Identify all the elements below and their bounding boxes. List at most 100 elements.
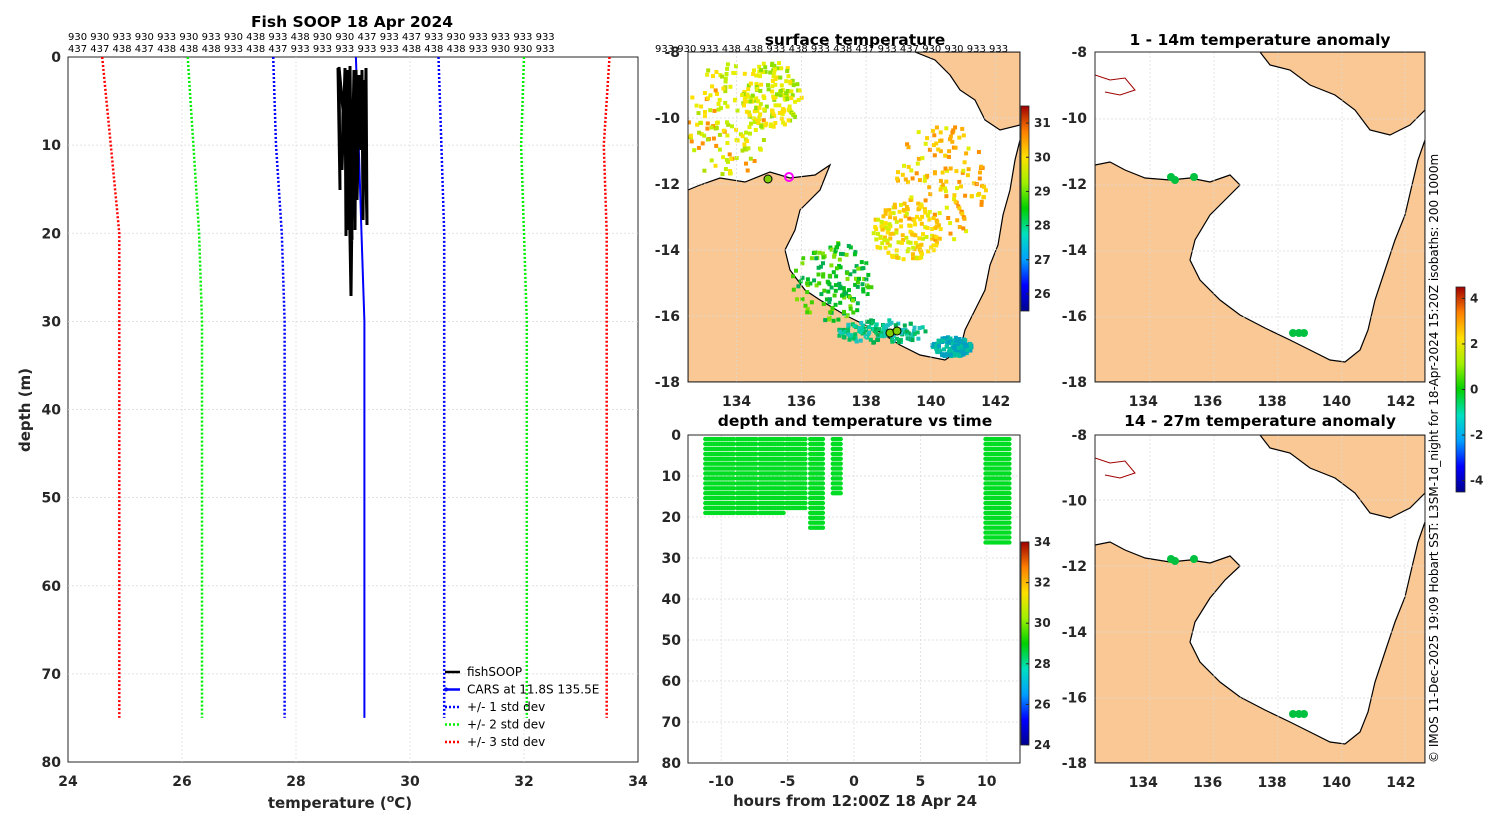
surface-cape-york [914,52,1020,131]
timeseries-point [1007,486,1012,491]
sst-cell [897,340,901,345]
sst-cell [813,250,818,255]
sst-cell [705,126,710,131]
sst-cell [844,252,849,257]
sst-cell [875,231,880,236]
sst-cell [864,261,869,266]
colorbar-tick-label: 29 [1034,184,1051,198]
sst-cell [768,124,773,128]
timeseries-point [1007,520,1012,525]
sst-cell [941,182,945,187]
timeseries-point [754,466,759,471]
sst-cell [955,186,960,191]
sst-cell [744,130,748,135]
sst-cell [845,271,850,276]
sst-cell [705,137,710,142]
sst-cell [954,348,959,353]
sst-cell [944,179,949,184]
profile-ytick-label: 10 [42,138,62,154]
sst-cell [953,145,958,150]
sst-cell [796,98,801,102]
sst-cell [785,97,790,101]
sst-cell [898,218,903,223]
anomaly2-grid [1095,435,1425,763]
sst-cell [770,89,775,94]
timeseries-xtick-label: 0 [849,774,859,790]
map-xtick-label: 142 [1386,394,1415,410]
timeseries-point [1007,505,1012,511]
sst-cell [913,240,918,245]
sst-cell [961,340,966,345]
sst-cell [770,84,775,89]
sst-cell [851,298,855,303]
sst-cell [925,226,930,230]
map-xtick-label: 140 [1322,775,1351,791]
sst-cell [871,340,876,345]
colorbar-tick-label: 30 [1034,616,1051,630]
surface-map [688,52,1020,382]
sst-cell [977,191,982,196]
sst-cell [943,186,948,191]
timeseries-point [820,491,826,496]
surface-axes [687,51,1021,383]
sst-cell [720,74,724,79]
sst-cell [938,227,943,232]
sst-cell [887,208,892,213]
sst-cell [954,339,959,344]
timeseries-point [820,471,826,476]
anomaly2-point [1289,710,1297,718]
timeseries-point [731,491,737,496]
anomaly1-point [1171,176,1179,184]
timeseries-point [1007,525,1012,530]
fishsoop-trace [336,65,369,297]
sst-cell [961,226,966,231]
sst-cell [801,256,806,261]
sst-cell [758,112,763,117]
sst-cell [771,112,776,117]
sst-cell [889,320,894,325]
timeseries-point [803,466,808,471]
timeseries-point [1007,481,1012,486]
sst-cell [944,205,949,210]
anomaly2-title: 14 - 27m temperature anomaly [1124,412,1396,430]
sst-cell [896,321,901,326]
timeseries-point [820,510,826,516]
legend-marker [444,687,448,692]
colorbar-tick-label: 26 [1034,287,1051,301]
sst-cell [845,276,850,281]
sst-cell [720,172,725,177]
map-xtick-label: 138 [1257,775,1286,791]
sst-cell [838,284,843,289]
sst-cell [937,236,942,241]
sst-cell [829,285,834,290]
timeseries-ytick-label: 30 [662,551,682,567]
sst-cell [860,327,865,332]
sst-cell [931,243,936,248]
sst-cell [978,170,982,175]
sst-cell [936,338,941,343]
sst-cell [730,124,734,129]
sst-cell [791,287,796,292]
sst-cell [699,132,704,137]
sst-cell [800,261,805,266]
anomaly1-x-ticks: 134 136 138 140 142 [1129,394,1416,410]
sst-cell [906,240,911,245]
sst-cell [948,352,953,357]
sst-cell [797,88,802,93]
sst-cell [860,323,865,328]
sst-cell [847,337,852,342]
sst-cell [862,330,867,335]
timeseries-point [754,461,759,466]
colorbar-tick-label: 28 [1034,219,1051,233]
timeseries-x-ticks: -10 -5 0 5 10 [709,774,997,790]
sst-cell [713,88,718,93]
sst-cell [911,245,916,250]
sst-cell [817,281,822,286]
surface-top-labels: 933 930 933 438 438 933 438 933 438 437 … [655,44,1008,55]
profile-series-2-upper [437,56,446,718]
colorbar-tick-label: 26 [1034,697,1051,711]
anomaly1-map [1095,52,1425,382]
sst-cell [832,293,837,298]
sst-cell [928,192,933,197]
timeseries-point [803,436,808,442]
